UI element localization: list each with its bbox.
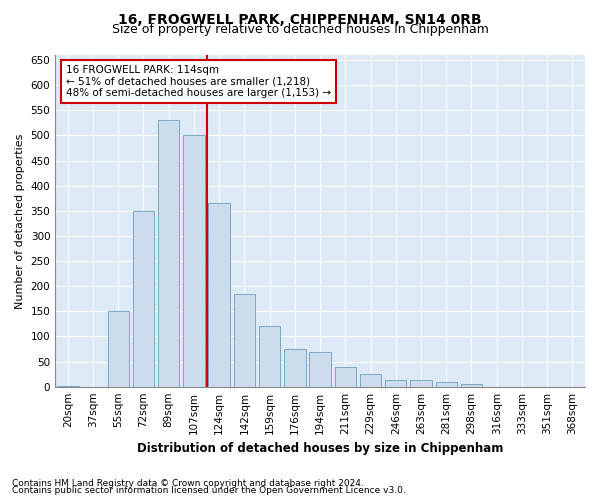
Text: Contains public sector information licensed under the Open Government Licence v3: Contains public sector information licen…	[12, 486, 406, 495]
Bar	[436, 382, 457, 386]
Bar	[410, 380, 432, 386]
Text: 16 FROGWELL PARK: 114sqm
← 51% of detached houses are smaller (1,218)
48% of sem: 16 FROGWELL PARK: 114sqm ← 51% of detach…	[66, 65, 331, 98]
Bar	[284, 349, 305, 387]
Bar	[385, 380, 406, 386]
Text: 16, FROGWELL PARK, CHIPPENHAM, SN14 0RB: 16, FROGWELL PARK, CHIPPENHAM, SN14 0RB	[118, 12, 482, 26]
Bar	[259, 326, 280, 386]
Bar	[208, 204, 230, 386]
Bar	[183, 136, 205, 386]
Bar	[310, 352, 331, 386]
Text: Contains HM Land Registry data © Crown copyright and database right 2024.: Contains HM Land Registry data © Crown c…	[12, 478, 364, 488]
Bar	[158, 120, 179, 386]
Text: Size of property relative to detached houses in Chippenham: Size of property relative to detached ho…	[112, 22, 488, 36]
X-axis label: Distribution of detached houses by size in Chippenham: Distribution of detached houses by size …	[137, 442, 503, 455]
Bar	[107, 312, 129, 386]
Bar	[335, 366, 356, 386]
Y-axis label: Number of detached properties: Number of detached properties	[15, 133, 25, 308]
Bar	[133, 211, 154, 386]
Bar	[360, 374, 381, 386]
Bar	[461, 384, 482, 386]
Bar	[233, 294, 255, 386]
